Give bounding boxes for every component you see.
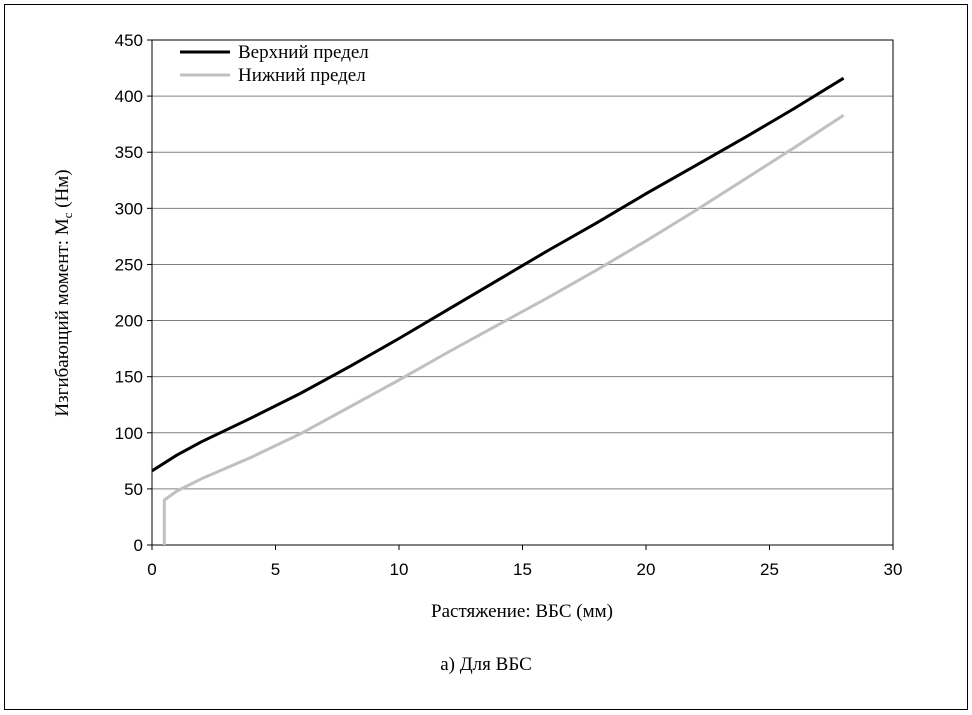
y-axis-ticks: 0 50 100 150 200 250 300 350 400 450 bbox=[115, 31, 152, 555]
x-tick-label: 15 bbox=[513, 560, 532, 579]
series-lines bbox=[152, 78, 844, 545]
y-tick-label: 100 bbox=[115, 424, 143, 443]
y-tick-label: 450 bbox=[115, 31, 143, 50]
y-tick-label: 0 bbox=[134, 536, 143, 555]
figure-caption: а) Для ВБС bbox=[0, 654, 972, 676]
series-line-upper bbox=[152, 78, 844, 471]
x-tick-label: 10 bbox=[390, 560, 409, 579]
y-tick-label: 50 bbox=[124, 480, 143, 499]
series-line-lower bbox=[164, 115, 843, 545]
y-tick-label: 250 bbox=[115, 255, 143, 274]
x-axis-ticks: 0 5 10 15 20 25 30 bbox=[147, 545, 902, 579]
y-tick-label: 400 bbox=[115, 87, 143, 106]
y-tick-label: 150 bbox=[115, 368, 143, 387]
x-tick-label: 0 bbox=[147, 560, 156, 579]
x-tick-label: 30 bbox=[884, 560, 903, 579]
y-axis-title: Изгибающий момент: Mc (Нм) bbox=[52, 169, 75, 416]
legend-label-lower: Нижний предел bbox=[238, 65, 366, 86]
x-tick-label: 20 bbox=[637, 560, 656, 579]
legend: Верхний предел Нижний предел bbox=[180, 42, 369, 86]
y-axis-title-unit: (Нм) bbox=[52, 169, 73, 212]
legend-label-upper: Верхний предел bbox=[238, 42, 369, 63]
y-tick-label: 350 bbox=[115, 143, 143, 162]
x-tick-label: 5 bbox=[271, 560, 280, 579]
y-axis-title-main: Изгибающий момент: M bbox=[52, 218, 73, 416]
x-axis-title: Растяжение: ВБС (мм) bbox=[431, 601, 613, 622]
x-tick-label: 25 bbox=[760, 560, 779, 579]
y-tick-label: 300 bbox=[115, 199, 143, 218]
y-tick-label: 200 bbox=[115, 312, 143, 331]
